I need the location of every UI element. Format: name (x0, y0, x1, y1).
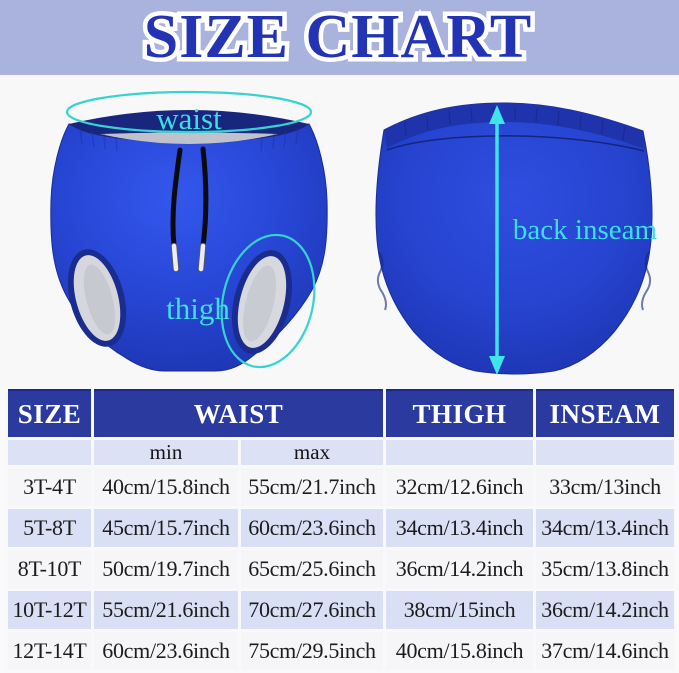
waist-label: waist (156, 101, 222, 136)
cell-thigh: 34cm/13.4inch (383, 506, 537, 550)
table-row: 3T-4T 40cm/15.8inch 55cm/21.7inch 32cm/1… (5, 465, 678, 509)
col-header-thigh: THIGH (383, 389, 537, 440)
table-row: 12T-14T 60cm/23.6inch 75cm/29.5inch 40cm… (5, 629, 678, 673)
cell-inseam: 33cm/13inch (533, 465, 678, 509)
cell-waist-min: 50cm/19.7inch (91, 547, 241, 591)
col-header-inseam: INSEAM (533, 389, 678, 440)
waist-measure-ellipse (65, 90, 313, 134)
back-view-garment (375, 102, 653, 375)
back-inseam-arrow (489, 105, 505, 375)
cell-size: 5T-8T (5, 506, 94, 550)
cell-size: 10T-12T (5, 588, 94, 632)
cell-waist-max: 65cm/25.6inch (237, 547, 387, 591)
side-ruffles (376, 251, 652, 311)
cell-size: 8T-10T (5, 547, 94, 591)
size-table-section: SIZE WAIST THIGH INSEAM min max 3T-4T 40… (0, 388, 679, 673)
table-header-row: SIZE WAIST THIGH INSEAM (5, 389, 678, 440)
cell-waist-min: 55cm/21.6inch (91, 588, 241, 632)
cell-inseam: 34cm/13.4inch (533, 506, 678, 550)
cell-waist-min: 60cm/23.6inch (91, 629, 241, 673)
back-waistband-gathers (404, 106, 626, 141)
table-subheader-row: min max (5, 437, 678, 468)
title-banner: SIZE CHART (0, 0, 679, 75)
cell-thigh: 36cm/14.2inch (383, 547, 537, 591)
right-leg-opening (231, 250, 293, 354)
waistband-gathers (79, 127, 299, 152)
col-header-size: SIZE (5, 389, 94, 440)
cell-thigh: 38cm/15inch (383, 588, 537, 632)
cell-thigh: 32cm/12.6inch (383, 465, 537, 509)
diagram-svg: waist thigh back inseam (50, 90, 658, 375)
left-leg-opening (67, 249, 127, 347)
page-title: SIZE CHART (144, 3, 533, 71)
subheader-empty-inseam (533, 437, 678, 468)
cell-waist-min: 45cm/15.7inch (91, 506, 241, 550)
front-view-garment (50, 110, 328, 372)
back-waist-seam (386, 135, 645, 152)
title-svg: SIZE CHART (139, 0, 536, 75)
cell-size: 12T-14T (5, 629, 94, 673)
cell-waist-max: 75cm/29.5inch (237, 629, 387, 673)
drawstrings (170, 146, 209, 273)
table-row: 10T-12T 55cm/21.6inch 70cm/27.6inch 38cm… (5, 588, 678, 632)
cell-inseam: 35cm/13.8inch (533, 547, 678, 591)
thigh-measure-ellipse (220, 233, 316, 369)
subheader-empty-size (5, 437, 94, 468)
cell-waist-max: 55cm/21.7inch (237, 465, 387, 509)
cell-waist-max: 60cm/23.6inch (237, 506, 387, 550)
cell-size: 3T-4T (5, 465, 94, 509)
product-diagram: waist thigh back inseam (0, 75, 679, 388)
col-header-waist: WAIST (90, 389, 387, 440)
cell-waist-max: 70cm/27.6inch (237, 588, 387, 632)
size-table: SIZE WAIST THIGH INSEAM min max 3T-4T 40… (5, 389, 678, 673)
cell-inseam: 36cm/14.2inch (533, 588, 678, 632)
cell-inseam: 37cm/14.6inch (533, 629, 678, 673)
subheader-min: min (91, 437, 241, 468)
cell-thigh: 40cm/15.8inch (383, 629, 537, 673)
back-inseam-label: back inseam (513, 214, 658, 246)
table-row: 5T-8T 45cm/15.7inch 60cm/23.6inch 34cm/1… (5, 506, 678, 550)
table-row: 8T-10T 50cm/19.7inch 65cm/25.6inch 36cm/… (5, 547, 678, 591)
waist-opening-interior (100, 132, 278, 144)
subheader-empty-thigh (383, 437, 537, 468)
cell-waist-min: 40cm/15.8inch (91, 465, 241, 509)
back-garment-body (375, 102, 653, 375)
subheader-max: max (237, 437, 387, 468)
thigh-label: thigh (166, 291, 230, 326)
